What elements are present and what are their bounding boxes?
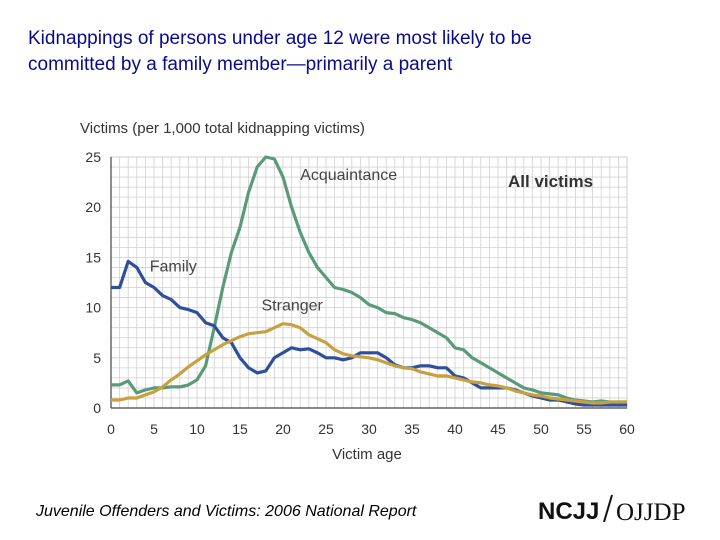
agency-logos: NCJJ OJJDP bbox=[538, 494, 685, 526]
y-tick-label: 10 bbox=[85, 300, 101, 316]
series-line-family bbox=[111, 259, 627, 407]
series-label-stranger: Stranger bbox=[262, 298, 324, 315]
x-tick-label: 45 bbox=[490, 421, 506, 437]
x-tick-label: 0 bbox=[107, 421, 115, 437]
series-lines bbox=[111, 155, 627, 407]
y-tick-label: 0 bbox=[93, 400, 101, 416]
x-tick-label: 35 bbox=[404, 421, 420, 437]
x-tick-label: 30 bbox=[361, 421, 377, 437]
axis-ticks: 0 5 10 15 20 25 30 35 40 45 50 55 60 0 5 10 15 20 25 bbox=[85, 149, 635, 437]
line-chart: Victims (per 1,000 total kidnapping vict… bbox=[80, 120, 635, 463]
x-tick-label: 60 bbox=[619, 421, 635, 437]
x-tick-label: 50 bbox=[533, 421, 549, 437]
ncjj-logo: NCJJ bbox=[538, 498, 599, 525]
title-line-2: committed by a family member—primarily a… bbox=[28, 54, 453, 75]
x-tick-label: 10 bbox=[189, 421, 205, 437]
chart-annotation: All victims bbox=[508, 172, 593, 191]
y-tick-label: 20 bbox=[85, 199, 101, 215]
series-labels: Acquaintance Family Stranger bbox=[150, 167, 398, 315]
y-axis-label: Victims (per 1,000 total kidnapping vict… bbox=[80, 120, 365, 137]
ojjdp-logo: OJJDP bbox=[616, 499, 685, 526]
series-label-acquaintance: Acquaintance bbox=[300, 167, 397, 184]
x-tick-label: 20 bbox=[275, 421, 291, 437]
x-tick-label: 55 bbox=[576, 421, 592, 437]
series-line-acquaintance bbox=[111, 155, 627, 404]
x-tick-label: 15 bbox=[232, 421, 248, 437]
y-tick-label: 25 bbox=[85, 149, 101, 165]
x-tick-label: 25 bbox=[318, 421, 334, 437]
series-line-stranger bbox=[111, 322, 627, 405]
y-tick-label: 5 bbox=[93, 350, 101, 366]
report-footer: Juvenile Offenders and Victims: 2006 Nat… bbox=[36, 503, 417, 520]
y-tick-label: 15 bbox=[85, 249, 101, 265]
chart-grid bbox=[110, 156, 628, 409]
title-line-1: Kidnappings of persons under age 12 were… bbox=[28, 28, 532, 49]
series-label-family: Family bbox=[150, 258, 197, 275]
logo-divider bbox=[603, 494, 613, 523]
slide-title: Kidnappings of persons under age 12 were… bbox=[28, 26, 708, 78]
x-axis-label: Victim age bbox=[332, 446, 402, 463]
x-tick-label: 5 bbox=[150, 421, 158, 437]
x-tick-label: 40 bbox=[447, 421, 463, 437]
